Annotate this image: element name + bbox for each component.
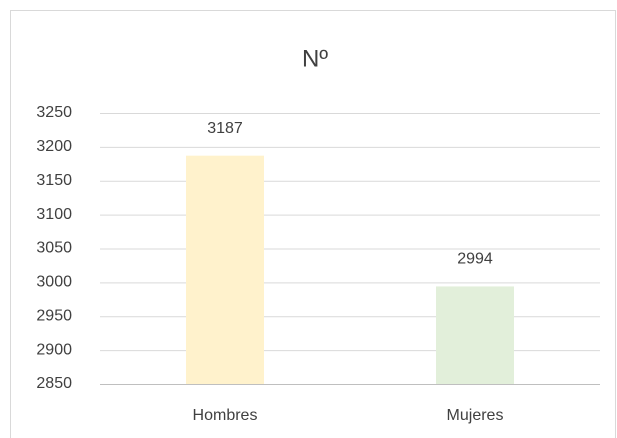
data-label: 2994 [457,251,493,268]
y-tick-label: 2900 [36,341,72,358]
y-tick-label: 3050 [36,240,72,257]
x-tick-label: Mujeres [447,407,504,424]
y-tick-label: 3000 [36,274,72,291]
chart-frame [10,10,616,438]
y-tick-label: 2850 [36,375,72,392]
y-tick-label: 3200 [36,138,72,155]
bar [186,155,264,384]
data-label: 3187 [207,120,243,137]
y-tick-label: 3250 [36,104,72,121]
y-tick-label: 2950 [36,307,72,324]
bar [436,286,514,384]
y-tick-label: 3150 [36,172,72,189]
y-tick-label: 3100 [36,206,72,223]
chart-title: Nº [302,45,328,72]
x-tick-label: Hombres [193,407,258,424]
